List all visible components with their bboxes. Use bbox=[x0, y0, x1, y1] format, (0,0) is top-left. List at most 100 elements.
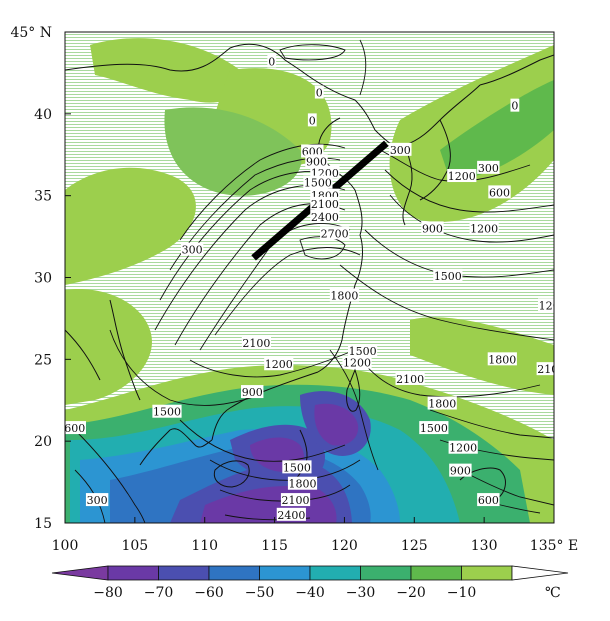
x-tick-label: 100 bbox=[52, 538, 79, 554]
contour-label-box bbox=[152, 404, 182, 418]
contour-label-box bbox=[310, 165, 340, 179]
contour-label: 300 bbox=[390, 144, 411, 157]
contour-label: 1200 bbox=[343, 357, 371, 370]
contour-label: 1200 bbox=[448, 170, 476, 183]
contour-label-box bbox=[477, 160, 500, 174]
contour-label: 0 bbox=[309, 114, 316, 127]
colorbar-tick-label: −10 bbox=[447, 585, 477, 601]
contour-label-box bbox=[310, 209, 340, 223]
contour-label-box bbox=[329, 288, 360, 302]
contour-label: 900 bbox=[306, 155, 327, 168]
contour-label: 300 bbox=[478, 162, 499, 175]
colorbar-tick-label: −40 bbox=[295, 585, 325, 601]
contour-label: 600 bbox=[64, 422, 85, 435]
contour-label: 1800 bbox=[428, 398, 456, 411]
contour-label-box bbox=[421, 221, 444, 235]
contour-label: 2100 bbox=[311, 198, 339, 211]
contour-label: 1500 bbox=[420, 422, 448, 435]
colorbar-min-triangle bbox=[51, 565, 109, 581]
contour-label-box bbox=[305, 154, 328, 168]
contour-label-box bbox=[342, 355, 372, 369]
x-tick-label: 110 bbox=[191, 538, 218, 554]
contour-label-box bbox=[320, 226, 350, 240]
contour-label-box bbox=[487, 352, 517, 366]
y-tick-label: 30 bbox=[34, 271, 52, 287]
contour-label-box bbox=[469, 221, 499, 235]
colorbar-bin bbox=[208, 565, 260, 581]
contour-label-box bbox=[301, 144, 324, 158]
contour-label: 2700 bbox=[321, 227, 349, 240]
contour-label: 2100 bbox=[537, 363, 565, 376]
colorbar-tick-label: −80 bbox=[93, 585, 123, 601]
contour-label-box bbox=[282, 460, 312, 474]
y-tick-label: 20 bbox=[34, 434, 52, 450]
contour-label: 900 bbox=[422, 222, 443, 235]
contour-label-box bbox=[276, 507, 306, 521]
colorbar-bin bbox=[158, 565, 210, 581]
colorbar-bin bbox=[309, 565, 361, 581]
contour-label-box bbox=[395, 371, 425, 385]
contour-label: 1500 bbox=[153, 406, 181, 419]
contour-label-box bbox=[287, 476, 318, 490]
colorbar-tick-label: −70 bbox=[144, 585, 174, 601]
contour-label: 600 bbox=[489, 186, 510, 199]
colorbar-bin bbox=[461, 565, 513, 581]
contour-label: 2400 bbox=[277, 509, 305, 522]
contour-label: 1200 bbox=[539, 299, 567, 312]
x-axis: 100 105 110 115 120 125 130 bbox=[52, 517, 498, 554]
contour-label: 1500 bbox=[283, 461, 311, 474]
colorbar-tick-label: −50 bbox=[245, 585, 275, 601]
contour-label: 300 bbox=[87, 494, 108, 507]
x-tick-label: 105 bbox=[121, 538, 148, 554]
contour-label: 0 bbox=[511, 100, 518, 113]
x-tick-label: 120 bbox=[331, 538, 358, 554]
contour-label-box bbox=[477, 493, 500, 507]
contour-label-box bbox=[310, 196, 340, 210]
colorbar-bin bbox=[107, 565, 159, 581]
contour-label-box bbox=[241, 385, 264, 399]
lat-top-label: 45° N bbox=[10, 25, 52, 41]
y-tick-label: 25 bbox=[34, 352, 52, 368]
contour-label-box bbox=[314, 85, 324, 99]
contour-label: 1800 bbox=[289, 478, 317, 491]
contour-label: 1800 bbox=[330, 290, 358, 303]
contour-label-box bbox=[419, 421, 449, 435]
contour-label-box bbox=[433, 268, 463, 282]
contour-label-box bbox=[180, 242, 204, 256]
contour-label: 2100 bbox=[242, 337, 270, 350]
contour-label: 900 bbox=[242, 386, 263, 399]
colorbar-bin bbox=[259, 565, 311, 581]
contour-label: 2100 bbox=[396, 373, 424, 386]
contour-label: 1200 bbox=[449, 442, 477, 455]
contour-label-box bbox=[85, 493, 109, 507]
colorbar-max-triangle bbox=[511, 565, 569, 581]
contour-label-box bbox=[303, 175, 333, 189]
colorbar-bin bbox=[410, 565, 462, 581]
contour-label-box bbox=[241, 335, 272, 349]
contour-label: 1800 bbox=[488, 353, 516, 366]
contour-label: 0 bbox=[316, 87, 323, 100]
x-tick-label: 115 bbox=[261, 538, 288, 554]
contour-label: 300 bbox=[182, 244, 203, 257]
contour-label: 900 bbox=[450, 465, 471, 478]
contour-label-box bbox=[389, 142, 412, 156]
coastline bbox=[65, 43, 554, 501]
contour-label-box bbox=[347, 344, 378, 358]
lon-right-label: 135° E bbox=[530, 538, 578, 554]
contour-label-box bbox=[264, 357, 294, 371]
x-tick-label: 125 bbox=[401, 538, 428, 554]
contour-label: 1500 bbox=[349, 345, 377, 358]
colorbar-bin bbox=[360, 565, 412, 581]
y-tick-label: 35 bbox=[34, 189, 52, 205]
contour-label-box bbox=[267, 54, 277, 68]
contour-label-box bbox=[538, 298, 554, 312]
colorbar-unit-label: ℃ bbox=[545, 585, 561, 601]
contour-label: 0 bbox=[268, 55, 275, 68]
contour-label: 1200 bbox=[265, 358, 293, 371]
contour-label: 2400 bbox=[311, 211, 339, 224]
contour-label: 1200 bbox=[470, 222, 498, 235]
colorbar-tick-label: −60 bbox=[194, 585, 224, 601]
contour-label-box bbox=[449, 463, 472, 477]
